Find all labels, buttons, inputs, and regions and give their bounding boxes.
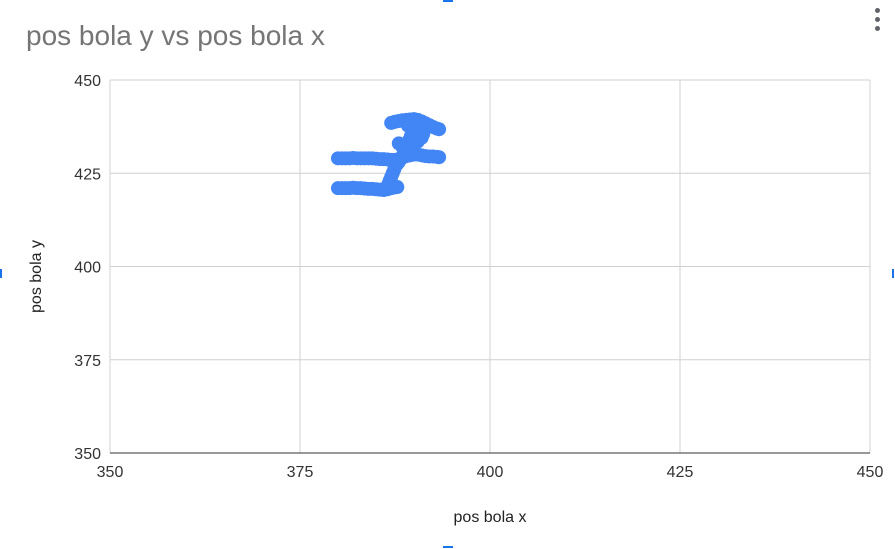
x-tick-label: 400 <box>477 464 504 481</box>
y-tick-label: 400 <box>74 260 101 277</box>
data-point[interactable] <box>432 150 447 165</box>
data-point[interactable] <box>416 127 431 142</box>
x-tick-label: 450 <box>857 464 884 481</box>
resize-handle-bottom[interactable] <box>443 546 453 548</box>
y-tick-label: 375 <box>74 353 101 370</box>
x-axis-title: pos bola x <box>454 509 527 526</box>
resize-handle-right[interactable] <box>892 269 894 278</box>
resize-handle-top[interactable] <box>443 0 453 2</box>
chart-title: pos bola y vs pos bola x <box>26 20 325 51</box>
x-tick-label: 425 <box>667 464 694 481</box>
y-tick-label: 425 <box>74 166 101 183</box>
resize-handle-left[interactable] <box>0 269 2 278</box>
y-axis-title: pos bola y <box>28 240 45 313</box>
x-tick-label: 375 <box>287 464 314 481</box>
data-point[interactable] <box>432 122 447 137</box>
y-tick-label: 450 <box>74 73 101 90</box>
more-options-icon[interactable] <box>870 6 884 36</box>
x-tick-label: 350 <box>97 464 124 481</box>
y-tick-label: 350 <box>74 446 101 463</box>
